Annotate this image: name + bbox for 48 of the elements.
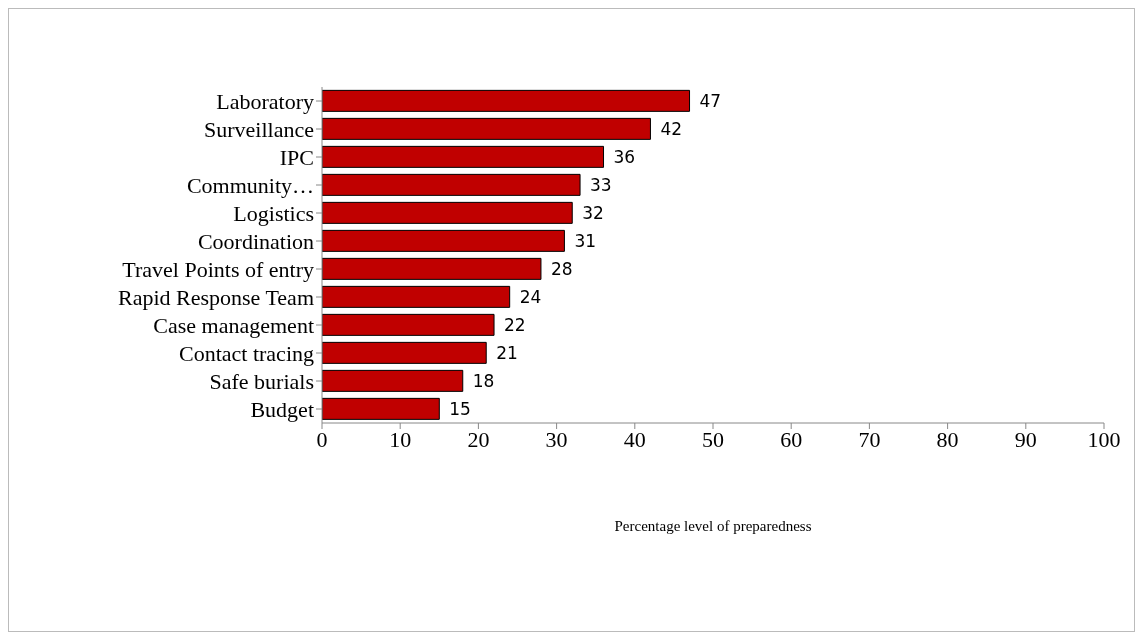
x-tick-label: 10 bbox=[389, 426, 412, 452]
bar bbox=[322, 145, 605, 168]
bar bbox=[322, 369, 464, 392]
x-tick-label: 60 bbox=[780, 426, 803, 452]
data-label: 24 bbox=[519, 286, 542, 307]
y-tick-label: Budget bbox=[250, 396, 314, 422]
data-label: 31 bbox=[574, 230, 597, 251]
data-label: 42 bbox=[660, 118, 683, 139]
data-label: 47 bbox=[699, 90, 722, 111]
y-tick-label: Logistics bbox=[233, 200, 314, 226]
bar bbox=[322, 117, 651, 140]
x-tick-label: 90 bbox=[1014, 426, 1037, 452]
data-label: 28 bbox=[550, 258, 573, 279]
y-tick-label: Contact tracing bbox=[178, 340, 314, 366]
x-tick-label: 20 bbox=[467, 426, 490, 452]
x-axis-title: Percentage level of preparedness bbox=[614, 518, 812, 534]
bar bbox=[322, 341, 487, 364]
y-tick-label: Community… bbox=[186, 172, 314, 198]
x-tick-label: 70 bbox=[858, 426, 881, 452]
bar bbox=[322, 313, 495, 336]
x-tick-label: 50 bbox=[702, 426, 724, 452]
y-tick-label: Coordination bbox=[197, 228, 314, 254]
data-label: 32 bbox=[582, 202, 604, 223]
y-tick-label: Laboratory bbox=[216, 88, 314, 114]
y-tick-label: Rapid Response Team bbox=[117, 284, 314, 310]
data-label: 21 bbox=[496, 342, 518, 363]
data-label: 36 bbox=[613, 146, 636, 167]
x-tick-label: 40 bbox=[623, 426, 646, 452]
bar bbox=[322, 257, 542, 280]
y-tick-label: Surveillance bbox=[204, 116, 314, 142]
y-tick-label: Case management bbox=[153, 312, 314, 338]
y-tick-label: IPC bbox=[279, 144, 314, 170]
data-label: 18 bbox=[472, 370, 495, 391]
data-label: 15 bbox=[449, 398, 471, 419]
bar bbox=[322, 229, 565, 252]
bar bbox=[322, 397, 440, 420]
data-label: 22 bbox=[504, 314, 526, 335]
y-tick-label: Safe burials bbox=[209, 368, 314, 394]
x-tick-label: 80 bbox=[936, 426, 959, 452]
data-label: 33 bbox=[590, 174, 612, 195]
bar bbox=[322, 89, 691, 112]
x-tick-label: 0 bbox=[316, 426, 328, 452]
x-tick-label: 30 bbox=[545, 426, 568, 452]
y-tick-label: Travel Points of entry bbox=[122, 256, 314, 282]
x-tick-label: 100 bbox=[1087, 426, 1121, 452]
bar bbox=[322, 285, 511, 308]
bar bbox=[322, 173, 581, 196]
bar bbox=[322, 201, 573, 224]
